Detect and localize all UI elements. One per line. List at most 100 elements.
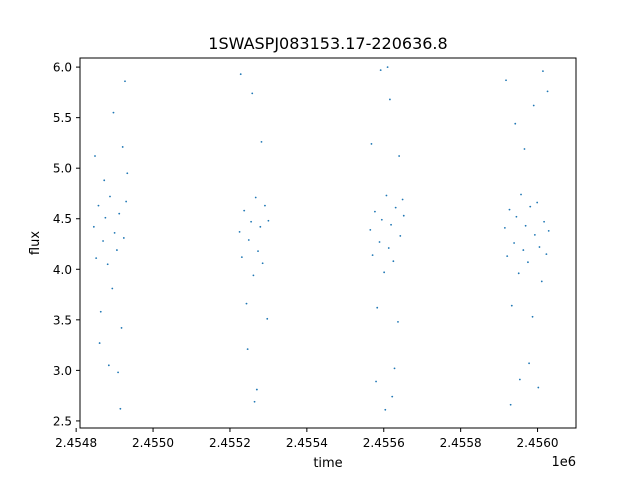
data-point xyxy=(528,362,530,365)
data-point xyxy=(517,272,520,275)
data-point xyxy=(109,195,111,198)
x-tick-label: 2.4554 xyxy=(286,436,328,450)
data-point xyxy=(510,304,513,307)
data-point xyxy=(97,204,100,207)
data-point xyxy=(247,239,250,241)
data-point xyxy=(121,146,124,148)
x-axis-label: time xyxy=(313,456,342,471)
data-point xyxy=(113,231,116,234)
y-axis: 2.5 3.0 3.5 4.0 4.5 5.0 5.5 6.0 xyxy=(53,61,80,428)
y-tick-label: 3.0 xyxy=(53,364,72,378)
data-point xyxy=(369,228,372,231)
data-point xyxy=(117,371,119,374)
data-point xyxy=(119,407,122,410)
data-point xyxy=(527,261,529,264)
y-tick-label: 5.0 xyxy=(53,162,72,176)
data-point xyxy=(515,215,518,218)
data-point xyxy=(505,79,507,82)
x-tick-label: 2.4548 xyxy=(55,436,97,450)
y-tick-label: 3.5 xyxy=(53,313,72,327)
data-point xyxy=(506,255,509,258)
data-point xyxy=(266,317,269,320)
plot-frame xyxy=(79,57,577,429)
data-point xyxy=(389,98,391,101)
y-tick-label: 6.0 xyxy=(53,61,72,75)
x-axis: 2.4548 2.4550 2.4552 2.4554 2.4556 2.4558 2.45… xyxy=(55,428,559,450)
data-point xyxy=(257,250,259,252)
x-tick-label: 2.4558 xyxy=(440,436,482,450)
x-tick-label: 2.4560 xyxy=(517,436,559,450)
data-point xyxy=(120,327,123,329)
y-tick-label: 4.0 xyxy=(53,263,72,277)
data-point xyxy=(264,204,266,207)
data-point xyxy=(387,247,390,249)
y-axis-label: flux xyxy=(28,231,43,255)
data-point xyxy=(536,201,539,204)
data-point xyxy=(520,193,522,196)
data-point xyxy=(376,306,379,309)
data-point xyxy=(245,302,248,305)
data-point xyxy=(379,69,382,72)
data-point xyxy=(533,234,536,236)
data-point xyxy=(98,342,101,344)
data-point xyxy=(399,235,402,237)
data-point xyxy=(529,205,532,208)
data-point xyxy=(514,122,517,125)
data-point xyxy=(540,280,543,283)
data-point xyxy=(260,141,263,143)
data-point xyxy=(94,155,96,157)
data-point xyxy=(393,367,396,370)
data-point xyxy=(104,216,107,219)
data-point xyxy=(267,219,270,222)
data-point xyxy=(116,249,118,251)
data-point xyxy=(397,320,399,323)
data-point xyxy=(371,254,374,257)
data-point xyxy=(523,148,526,150)
data-point xyxy=(375,380,377,383)
data-point xyxy=(259,225,262,228)
data-point xyxy=(255,388,258,391)
x-tick-label: 2.4556 xyxy=(363,436,405,450)
data-point xyxy=(99,310,102,313)
data-point xyxy=(391,395,394,398)
data-point xyxy=(542,70,544,73)
data-point xyxy=(545,253,548,256)
data-point xyxy=(252,274,255,277)
data-point xyxy=(238,230,241,233)
data-point xyxy=(95,257,98,260)
data-point xyxy=(386,66,389,68)
data-point xyxy=(547,229,550,232)
data-point xyxy=(261,262,264,265)
y-tick-label: 2.5 xyxy=(53,414,72,428)
data-point xyxy=(378,241,381,243)
data-point xyxy=(385,194,388,197)
x-tick-label: 2.4552 xyxy=(209,436,251,450)
data-point xyxy=(251,92,254,95)
data-point xyxy=(246,348,249,351)
data-point xyxy=(537,386,540,389)
data-point xyxy=(243,209,246,212)
data-point xyxy=(250,220,253,223)
y-tick-label: 5.5 xyxy=(53,111,72,125)
data-point xyxy=(503,226,506,229)
data-point xyxy=(532,104,535,107)
data-point xyxy=(125,200,128,203)
data-point xyxy=(112,111,115,114)
data-point xyxy=(509,403,512,406)
data-point xyxy=(518,378,521,381)
data-point xyxy=(380,218,383,221)
data-point xyxy=(374,210,376,213)
data-point xyxy=(124,80,126,83)
data-point xyxy=(239,73,242,76)
y-tick-label: 4.5 xyxy=(53,212,72,226)
data-point xyxy=(392,260,395,263)
data-point xyxy=(383,271,386,274)
data-point xyxy=(384,408,387,411)
data-point xyxy=(522,249,525,251)
data-point xyxy=(508,208,511,211)
data-point xyxy=(546,90,549,93)
data-point xyxy=(126,172,129,175)
data-point xyxy=(254,196,257,199)
